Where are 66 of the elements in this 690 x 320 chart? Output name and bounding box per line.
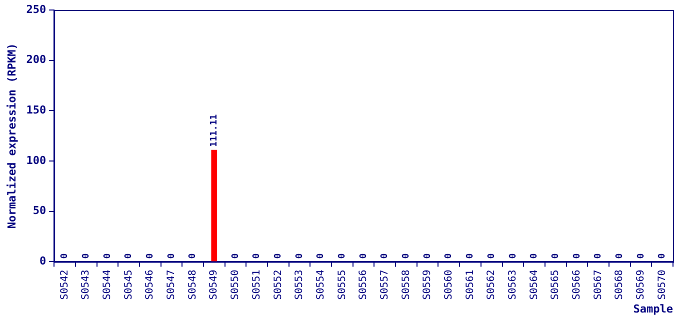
x-tick-label: S0565: [550, 270, 562, 300]
y-axis-title: Normalized expression (RPKM): [5, 43, 18, 229]
data-label: 0: [145, 253, 156, 259]
x-tick-label: S0556: [358, 270, 370, 300]
x-tick-label: S0560: [444, 270, 454, 300]
x-tick-label: S0558: [400, 270, 412, 300]
data-label: 0: [124, 253, 134, 259]
x-tick-label: S0552: [272, 270, 284, 300]
x-tick-label: S0547: [166, 270, 178, 300]
y-tick-label: 150: [26, 104, 46, 117]
data-label: 0: [572, 253, 582, 259]
data-label: 0: [614, 253, 625, 259]
y-tick-label: 100: [26, 154, 46, 167]
data-label: 0: [358, 253, 369, 259]
data-label: 0: [188, 253, 198, 259]
x-tick-label: S0545: [123, 270, 134, 300]
x-tick-label: S0553: [294, 270, 306, 300]
data-label: 0: [60, 253, 70, 259]
x-tick-label: S0563: [508, 270, 519, 300]
x-tick-label: S0562: [486, 270, 498, 300]
x-tick-label: S0569: [636, 270, 647, 300]
data-label: 0: [658, 253, 668, 259]
data-label: 0: [338, 253, 348, 259]
x-tick-label: S0543: [80, 270, 92, 300]
x-tick-label: S0554: [315, 270, 326, 300]
data-label: 0: [402, 253, 412, 259]
data-label: 0: [81, 253, 92, 259]
data-label: 0: [444, 253, 454, 259]
data-label: 0: [252, 253, 262, 259]
data-label: 0: [274, 253, 284, 259]
data-label: 0: [636, 253, 646, 259]
y-tick-label: 0: [39, 254, 46, 268]
y-tick-label: 250: [26, 2, 46, 16]
data-label: 0: [294, 253, 305, 259]
data-label: 0: [230, 253, 241, 259]
x-tick-label: S0549: [208, 270, 220, 300]
x-axis-title: Sample: [633, 302, 674, 316]
x-tick-label: S0548: [187, 270, 198, 300]
data-label: 0: [550, 253, 561, 259]
x-tick-label: S0570: [656, 270, 668, 300]
data-label: 0: [508, 253, 518, 259]
y-tick-label: 50: [32, 204, 46, 218]
data-label: 0: [316, 253, 326, 259]
data-label: 0: [466, 253, 476, 259]
data-label: 0: [486, 253, 497, 259]
data-label: 0: [380, 253, 390, 259]
x-tick-label: S0550: [230, 270, 242, 300]
x-tick-label: S0559: [422, 270, 434, 300]
x-tick-label: S0557: [379, 270, 390, 300]
x-tick-label: S0568: [614, 270, 626, 300]
x-tick-label: S0555: [336, 270, 348, 300]
data-label: 0: [166, 253, 177, 259]
data-label: 0: [422, 253, 433, 259]
y-tick-label: 200: [26, 53, 46, 66]
x-tick-label: S0544: [102, 270, 114, 300]
x-tick-label: S0546: [144, 270, 156, 300]
x-tick-label: S0551: [251, 270, 262, 300]
data-label: 0: [530, 253, 540, 259]
data-label: 0: [594, 253, 604, 259]
x-tick-label: S0567: [592, 270, 604, 300]
data-label: 111.11: [209, 114, 220, 147]
x-tick-label: S0561: [464, 270, 476, 300]
x-tick-label: S0566: [572, 270, 583, 300]
data-label: 0: [102, 253, 113, 259]
x-tick-label: S0542: [59, 270, 70, 300]
x-tick-label: S0564: [528, 270, 540, 300]
